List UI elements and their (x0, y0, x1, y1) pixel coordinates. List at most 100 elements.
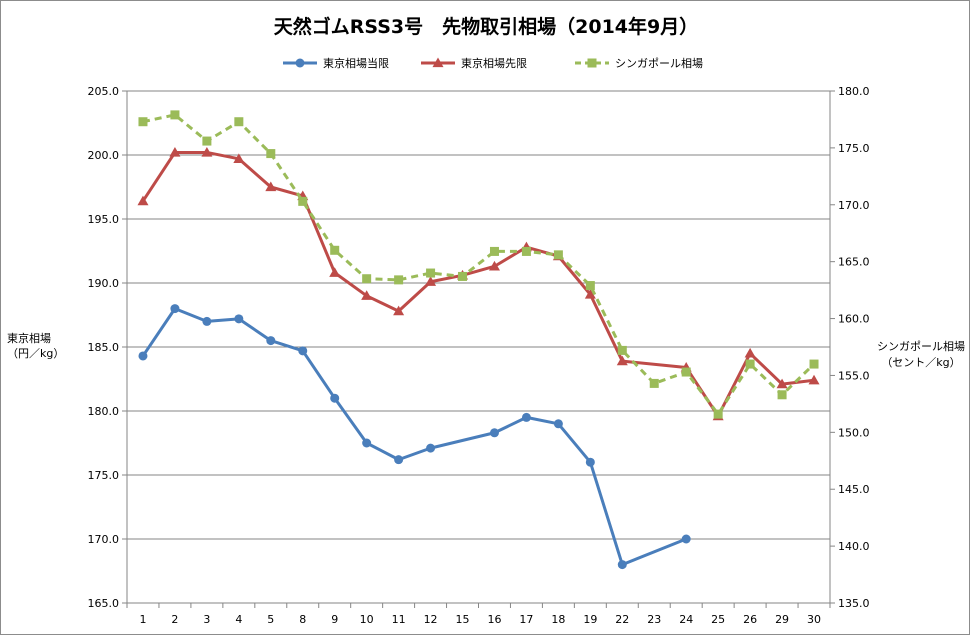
left-axis-title: （円／kg） (7, 347, 64, 360)
data-point (362, 274, 372, 284)
data-point (425, 276, 437, 286)
data-point (137, 195, 149, 206)
x-tick-label: 2 (171, 613, 178, 626)
left-tick-label: 190.0 (88, 277, 120, 290)
data-point (361, 290, 373, 300)
legend-label: シンガポール相場 (615, 57, 703, 70)
legend-entry: 東京相場当限 (283, 56, 389, 70)
right-tick-label: 160.0 (838, 313, 870, 326)
data-point (170, 110, 180, 120)
data-point (553, 250, 563, 260)
x-tick-label: 3 (203, 613, 210, 626)
right-tick-label: 175.0 (838, 142, 870, 155)
legend-label: 東京相場先限 (461, 56, 527, 70)
data-point (776, 378, 788, 389)
x-tick-label: 1 (139, 613, 146, 626)
data-point (393, 305, 405, 316)
data-point (489, 246, 499, 256)
data-point (617, 345, 627, 355)
x-tick-label: 8 (299, 613, 306, 626)
series-line (142, 113, 816, 416)
data-point (330, 245, 340, 255)
data-point (521, 412, 531, 422)
x-tick-label: 5 (267, 613, 274, 626)
data-point (777, 390, 787, 400)
data-point (553, 419, 563, 429)
data-point (138, 351, 148, 361)
data-point (394, 455, 404, 465)
legend-entry: シンガポール相場 (575, 57, 703, 70)
x-axis-ticks: 1 2 3 4 5 8 9 10 11 12 15 16 17 18 19 22 23 24 25 26 29 30 (139, 613, 821, 626)
x-tick-label: 19 (583, 613, 597, 626)
right-axis-title: （セント／kg） (881, 356, 960, 369)
left-tick-label: 195.0 (88, 213, 120, 226)
x-tick-label: 23 (647, 613, 661, 626)
x-tick-label: 12 (424, 613, 438, 626)
axes (122, 90, 835, 608)
right-tick-label: 165.0 (838, 256, 870, 269)
data-point (745, 359, 755, 369)
series-line (141, 307, 687, 567)
right-axis-title: シンガポール相場 (877, 340, 965, 353)
data-point (584, 289, 596, 299)
chart-title: 天然ゴムRSS3号 先物取引相場（2014年9月） (274, 15, 698, 38)
data-point (233, 153, 245, 163)
legend-marker (295, 58, 305, 68)
series-3 (138, 110, 819, 419)
data-point (426, 443, 436, 453)
data-point (585, 281, 595, 291)
data-point (649, 378, 659, 388)
data-point (394, 275, 404, 285)
right-tick-label: 145.0 (838, 483, 870, 496)
data-point (170, 304, 180, 314)
x-tick-label: 10 (360, 613, 374, 626)
data-point (362, 438, 372, 448)
data-point (681, 534, 691, 544)
right-tick-label: 180.0 (838, 85, 870, 98)
left-axis-ticks: 165.0 170.0 175.0 180.0 185.0 190.0 195.0 200.0… (88, 85, 120, 610)
data-point (426, 268, 436, 278)
legend-marker (432, 57, 444, 68)
data-point (489, 428, 499, 438)
data-point (713, 409, 723, 419)
data-point (744, 347, 756, 358)
right-axis-ticks: 135.0 140.0 145.0 150.0 155.0 160.0 165.0 170.0… (838, 85, 870, 610)
right-tick-label: 170.0 (838, 199, 870, 212)
left-tick-label: 205.0 (88, 85, 120, 98)
x-tick-label: 29 (775, 613, 789, 626)
legend-label: 東京相場当限 (323, 56, 389, 70)
gridlines (127, 90, 830, 604)
data-point (138, 117, 148, 127)
data-point (521, 246, 531, 256)
left-tick-label: 180.0 (88, 405, 120, 418)
right-tick-label: 155.0 (838, 369, 870, 382)
x-tick-label: 15 (456, 613, 470, 626)
data-point (616, 355, 628, 366)
legend: 東京相場当限 東京相場先限 シンガポール相場 (283, 56, 703, 70)
data-point (234, 314, 244, 324)
x-tick-label: 16 (487, 613, 501, 626)
right-tick-label: 140.0 (838, 540, 870, 553)
left-tick-label: 170.0 (88, 533, 120, 546)
right-tick-label: 135.0 (838, 597, 870, 610)
right-tick-label: 150.0 (838, 426, 870, 439)
data-point (681, 367, 691, 377)
axis-titles: 東京相場 （円／kg） シンガポール相場 （セント／kg） (7, 331, 965, 369)
legend-entry: 東京相場先限 (421, 56, 527, 70)
x-tick-label: 26 (743, 613, 757, 626)
series-1 (138, 304, 691, 570)
left-tick-label: 165.0 (88, 597, 120, 610)
x-tick-label: 25 (711, 613, 725, 626)
x-tick-label: 30 (807, 613, 821, 626)
data-point (265, 181, 277, 192)
data-point (202, 136, 212, 146)
data-point (266, 149, 276, 159)
x-tick-label: 22 (615, 613, 629, 626)
data-point (488, 260, 500, 271)
data-point (329, 267, 341, 277)
legend-marker (587, 58, 597, 68)
left-tick-label: 175.0 (88, 469, 120, 482)
x-tick-label: 4 (235, 613, 242, 626)
